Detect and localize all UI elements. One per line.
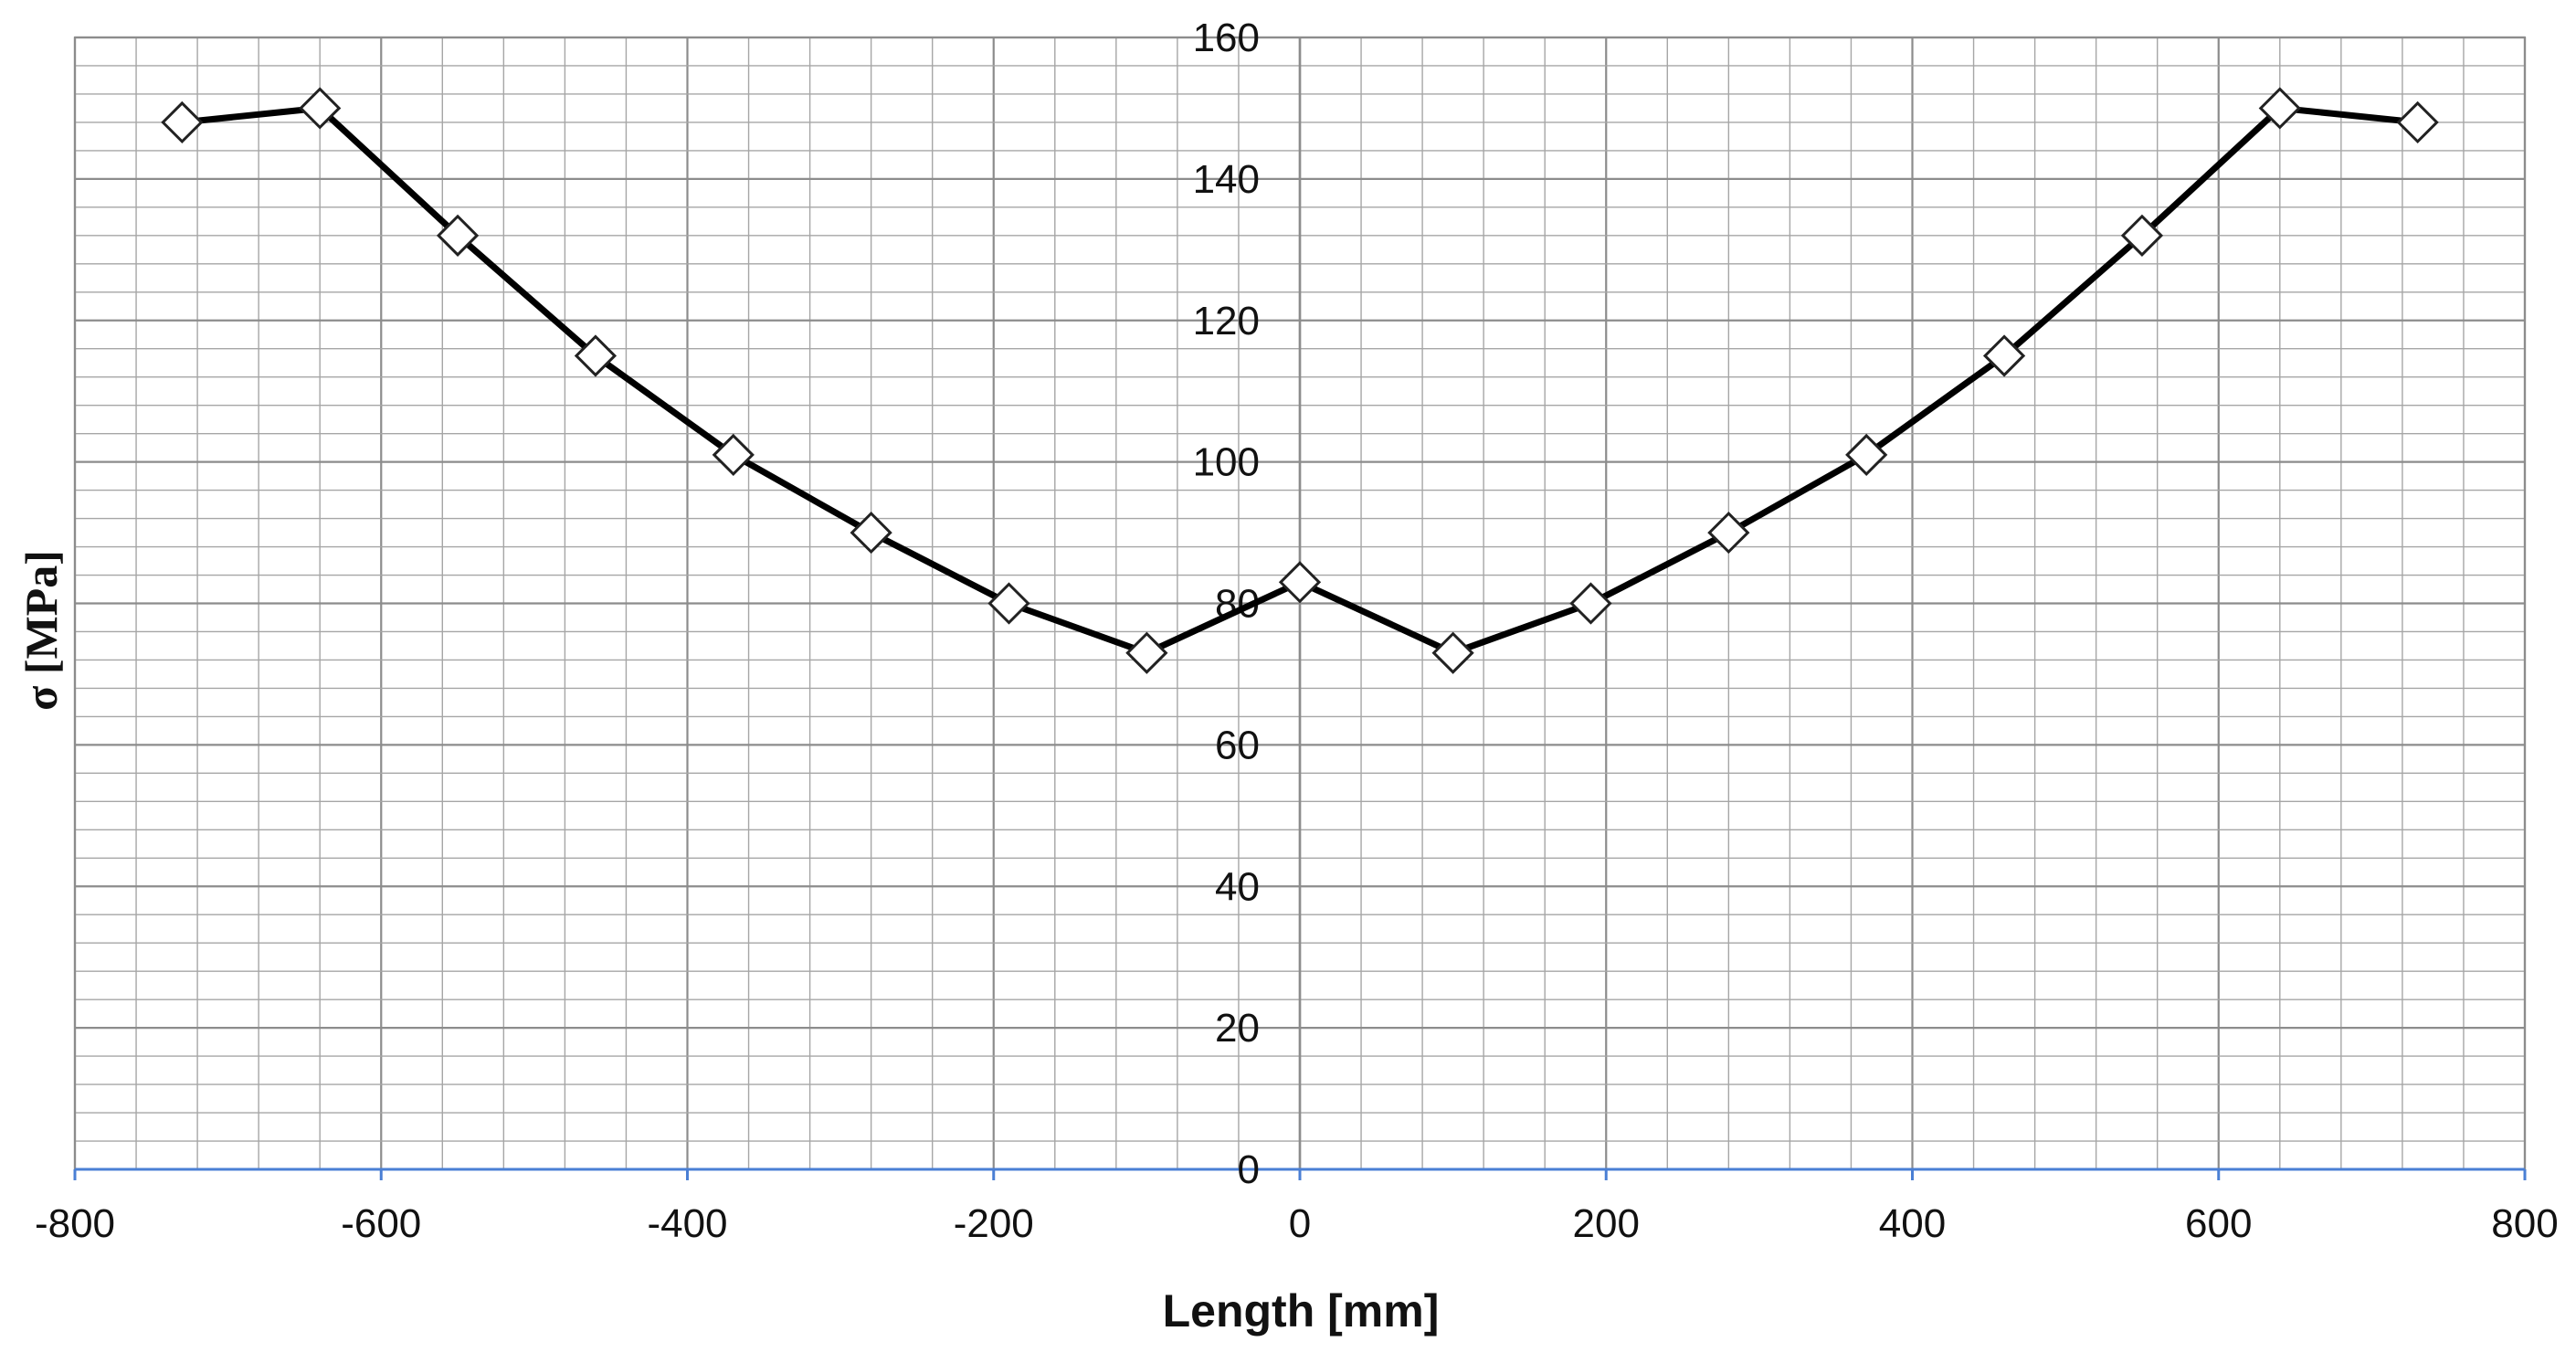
data-point-marker bbox=[1278, 561, 1322, 604]
y-tick-label: 120 bbox=[1193, 299, 1260, 343]
x-tick-label: 800 bbox=[2491, 1201, 2558, 1246]
x-tick-label: 600 bbox=[2185, 1201, 2252, 1246]
data-point-marker bbox=[850, 511, 892, 555]
data-point-marker bbox=[161, 100, 204, 144]
data-markers bbox=[161, 87, 2439, 674]
y-tick-label: 0 bbox=[1238, 1147, 1260, 1192]
data-point-marker bbox=[1569, 582, 1612, 625]
data-point-marker bbox=[1125, 631, 1168, 674]
data-point-marker bbox=[2258, 87, 2301, 130]
data-point-marker bbox=[2396, 100, 2439, 144]
y-tick-label: 140 bbox=[1193, 157, 1260, 202]
x-tick-label: -800 bbox=[35, 1201, 115, 1246]
data-point-marker bbox=[1982, 334, 2026, 377]
data-point-marker bbox=[574, 334, 618, 377]
y-axis-label: σ [MPa] bbox=[16, 550, 67, 711]
x-tick-labels: -800 -600 -400 -200 0 200 400 600 800 bbox=[35, 1201, 2559, 1246]
data-point-marker bbox=[436, 214, 480, 257]
x-tick-label: 400 bbox=[1879, 1201, 1946, 1246]
y-tick-label: 60 bbox=[1215, 723, 1260, 767]
y-tick-label: 100 bbox=[1193, 440, 1260, 485]
data-point-marker bbox=[299, 87, 342, 130]
y-tick-label: 20 bbox=[1215, 1006, 1260, 1051]
data-point-marker bbox=[1707, 511, 1750, 555]
x-tick-label: 0 bbox=[1289, 1201, 1311, 1246]
x-tick-label: 200 bbox=[1573, 1201, 1640, 1246]
data-point-marker bbox=[2120, 214, 2164, 257]
data-point-marker bbox=[987, 582, 1030, 625]
x-tick-label: -200 bbox=[954, 1201, 1034, 1246]
data-point-marker bbox=[1845, 433, 1888, 477]
y-tick-label: 40 bbox=[1215, 864, 1260, 909]
x-tick-label: -400 bbox=[647, 1201, 727, 1246]
x-tick-label: -600 bbox=[341, 1201, 421, 1246]
x-axis-label: Length [mm] bbox=[1163, 1285, 1440, 1337]
y-tick-label: 160 bbox=[1193, 16, 1260, 60]
data-point-marker bbox=[1431, 631, 1474, 674]
data-point-marker bbox=[712, 433, 755, 477]
axes bbox=[73, 36, 2527, 1180]
